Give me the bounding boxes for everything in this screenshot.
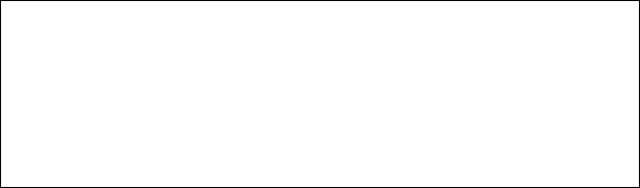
Text: OP Margin: OP Margin: [4, 101, 69, 111]
Text: 234: 234: [614, 30, 636, 40]
Text: 19.4%: 19.4%: [294, 101, 333, 111]
Text: FY2020: FY2020: [427, 7, 473, 17]
Text: 387: 387: [539, 7, 560, 17]
Text: 36: 36: [395, 77, 409, 87]
Text: Revenue: Revenue: [4, 7, 53, 17]
Text: 3.4%: 3.4%: [605, 148, 636, 158]
Text: 303: 303: [388, 7, 409, 17]
Text: FY2022: FY2022: [578, 7, 624, 17]
Text: 11.9%: 11.9%: [370, 101, 409, 111]
Text: -1.6%: -1.6%: [524, 148, 560, 158]
Text: 10.5%: 10.5%: [597, 101, 636, 111]
Text: 78: 78: [319, 124, 333, 134]
Text: 11.8%: 11.8%: [446, 101, 484, 111]
Text: 232: 232: [463, 30, 484, 40]
Text: 328: 328: [614, 7, 636, 17]
Text: 66: 66: [244, 77, 258, 87]
Text: 183: 183: [237, 30, 258, 40]
Text: 28.2%: 28.2%: [295, 148, 333, 158]
Text: 27.1%: 27.1%: [220, 101, 258, 111]
Text: 331: 331: [463, 7, 484, 17]
Text: 72.9%: 72.9%: [294, 54, 333, 64]
Text: GP Margin: GP Margin: [4, 54, 69, 64]
Text: 14.8%: 14.8%: [370, 148, 409, 158]
Text: 75.8%: 75.8%: [522, 54, 560, 64]
Text: 70.1%: 70.1%: [371, 54, 409, 64]
Text: Operating profit: Operating profit: [4, 77, 93, 87]
Text: -20: -20: [240, 124, 258, 134]
Text: FY2018: FY2018: [276, 7, 322, 17]
Text: -8.1%: -8.1%: [223, 148, 258, 158]
Text: 66: 66: [546, 77, 560, 87]
Text: 68: 68: [470, 124, 484, 134]
Text: -6: -6: [549, 124, 560, 134]
Text: 277: 277: [312, 7, 333, 17]
Text: 34: 34: [621, 77, 636, 87]
Text: 202: 202: [312, 30, 333, 40]
Text: 54: 54: [319, 77, 333, 87]
Text: 71.3%: 71.3%: [597, 54, 636, 64]
Text: FCF Margin (ex-SBC): FCF Margin (ex-SBC): [4, 148, 133, 158]
Text: in USD millions: in USD millions: [4, 7, 99, 17]
Text: 69.9%: 69.9%: [445, 54, 484, 64]
Text: 39: 39: [470, 77, 484, 87]
Text: 74.8%: 74.8%: [219, 54, 258, 64]
Text: 245: 245: [237, 7, 258, 17]
Text: FY2017: FY2017: [200, 7, 246, 17]
Text: 11: 11: [621, 124, 636, 134]
Text: 45: 45: [395, 124, 409, 134]
Text: 17.0%: 17.0%: [522, 101, 560, 111]
Text: 20.7%: 20.7%: [446, 148, 484, 158]
Text: 294: 294: [539, 30, 560, 40]
Text: FY2019: FY2019: [351, 7, 397, 17]
Text: FY2021: FY2021: [502, 7, 548, 17]
Text: Gross profit: Gross profit: [4, 30, 69, 40]
Text: 213: 213: [388, 30, 409, 40]
Text: Levered FCF (ex-SBC): Levered FCF (ex-SBC): [4, 124, 125, 134]
